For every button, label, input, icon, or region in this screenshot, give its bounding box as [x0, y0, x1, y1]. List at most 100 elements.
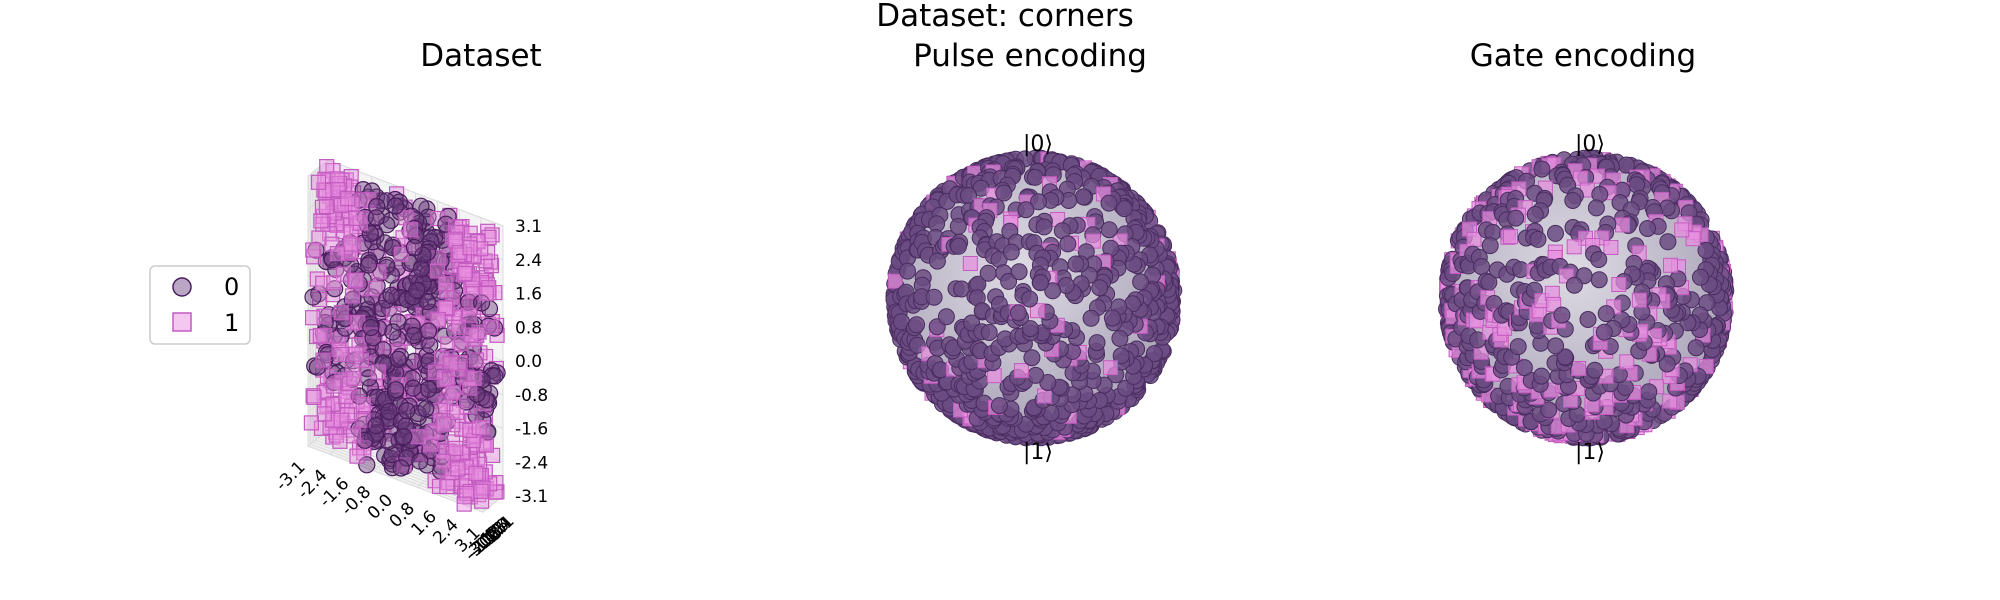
bloch-point-class-0: [937, 308, 955, 326]
dataset-point-class-1: [325, 396, 341, 412]
bloch-point-class-0: [1035, 218, 1053, 236]
dataset-point-class-1: [436, 416, 452, 432]
dataset-point-class-1: [311, 230, 327, 246]
dataset-point-class-1: [402, 222, 419, 238]
dataset-point-class-1: [470, 467, 486, 483]
dataset-point-class-1: [448, 440, 464, 456]
bloch-point-class-0: [979, 264, 997, 282]
bloch-point-class-0: [1111, 330, 1129, 347]
dataset-point-class-0: [354, 234, 372, 252]
dataset-point-class-1: [443, 356, 459, 372]
dataset-points: [303, 159, 506, 512]
z-tick-label: 3.1: [515, 217, 542, 237]
z-tick-label: 2.4: [515, 251, 542, 271]
dataset-point-class-0: [404, 379, 422, 397]
bloch-point-class-0: [1529, 230, 1547, 248]
bloch-point-class-0: [1640, 383, 1658, 401]
bloch-point-class-0: [1556, 348, 1574, 366]
dataset-point-class-0: [382, 286, 400, 304]
dataset-point-class-0: [401, 254, 419, 272]
pulse-panel: Pulse encoding |0⟩ |1⟩: [885, 38, 1183, 465]
bloch-point-class-0: [995, 184, 1013, 202]
dataset-point-class-0: [383, 446, 401, 464]
dataset-point-class-0: [408, 281, 426, 299]
bloch-point-class-1: [1619, 354, 1635, 370]
bloch-point-class-1: [1674, 222, 1690, 238]
z-tick-label: -3.1: [515, 487, 548, 507]
dataset-point-class-0: [414, 274, 432, 292]
bloch-point-class-1: [962, 256, 978, 271]
bloch-point-class-0: [1658, 355, 1676, 373]
dataset-point-class-0: [422, 233, 440, 251]
dataset-point-class-0: [405, 238, 423, 257]
dataset-point-class-0: [364, 329, 382, 347]
dataset-point-class-1: [343, 244, 359, 260]
dataset-point-class-0: [417, 400, 435, 418]
bloch-point-class-0: [925, 288, 943, 306]
legend-marker-1: [172, 312, 192, 332]
dataset-point-class-1: [473, 483, 489, 499]
bloch-point-class-1: [1566, 239, 1582, 255]
bloch-point-class-0: [1509, 338, 1527, 356]
dataset-point-class-1: [461, 307, 477, 323]
dataset-point-class-1: [435, 453, 451, 469]
dataset-point-class-1: [401, 367, 417, 383]
dataset-point-class-0: [374, 341, 392, 359]
bloch-point-class-0: [1595, 323, 1613, 341]
z-tick-label: 0.0: [515, 352, 542, 372]
dataset-point-class-1: [315, 275, 331, 291]
dataset-point-class-0: [343, 291, 361, 309]
dataset-point-class-0: [362, 318, 380, 337]
dataset-point-class-0: [379, 433, 397, 451]
dataset-point-class-1: [316, 406, 332, 422]
dataset-point-class-1: [331, 341, 347, 357]
dataset-point-class-1: [316, 308, 332, 324]
dataset-point-class-1: [462, 422, 478, 438]
bloch-point-class-0: [1547, 224, 1564, 242]
dataset-point-class-1: [471, 420, 487, 436]
bloch-point-class-0: [1132, 273, 1150, 291]
bloch-point-class-0: [928, 252, 946, 270]
gate-title: Gate encoding: [1470, 38, 1696, 74]
dataset-point-class-1: [324, 236, 340, 252]
bloch-point-class-0: [1547, 337, 1565, 355]
dataset-point-class-1: [314, 199, 330, 215]
bloch-point-class-0: [1117, 379, 1135, 397]
bloch-point-class-0: [1590, 251, 1608, 268]
bloch-point-class-0: [1112, 347, 1130, 365]
z-tick-label: -0.8: [515, 386, 548, 406]
dataset-point-class-1: [345, 428, 362, 444]
dataset-point-class-1: [309, 271, 325, 287]
dataset-point-class-1: [333, 305, 349, 321]
bloch-point-class-1: [1603, 240, 1619, 255]
dataset-point-class-1: [312, 327, 328, 344]
dataset-point-class-0: [304, 288, 322, 306]
bloch-point-class-1: [1466, 231, 1482, 247]
pulse-ket-zero: |0⟩: [1023, 132, 1053, 157]
dataset-point-class-1: [349, 448, 365, 464]
dataset-point-class-0: [350, 387, 368, 405]
dataset-point-class-1: [310, 174, 327, 190]
gate-panel: Gate encoding |0⟩ |1⟩: [1438, 38, 1735, 465]
dataset-point-class-0: [387, 381, 405, 399]
pulse-points: [885, 149, 1183, 447]
bloch-point-class-0: [1659, 233, 1677, 251]
dataset-point-class-1: [305, 388, 321, 404]
z-tick-label: 1.6: [515, 285, 542, 305]
bloch-point-class-0: [1009, 304, 1027, 322]
bloch-point-class-0: [1586, 361, 1604, 379]
dataset-point-class-1: [463, 327, 479, 343]
bloch-point-class-0: [1103, 309, 1121, 327]
gate-points: [1438, 149, 1735, 447]
bloch-point-class-0: [1017, 201, 1035, 219]
dataset-point-class-1: [447, 233, 463, 249]
bloch-point-class-0: [1515, 359, 1533, 377]
dataset-point-class-0: [473, 294, 491, 312]
dataset-point-class-0: [421, 336, 439, 354]
bloch-point-class-0: [1044, 282, 1062, 300]
dataset-point-class-0: [405, 326, 423, 345]
bloch-point-class-0: [1000, 272, 1018, 290]
dataset-point-class-0: [391, 347, 410, 365]
dataset-point-class-1: [478, 437, 494, 453]
dataset-point-class-0: [395, 428, 413, 446]
